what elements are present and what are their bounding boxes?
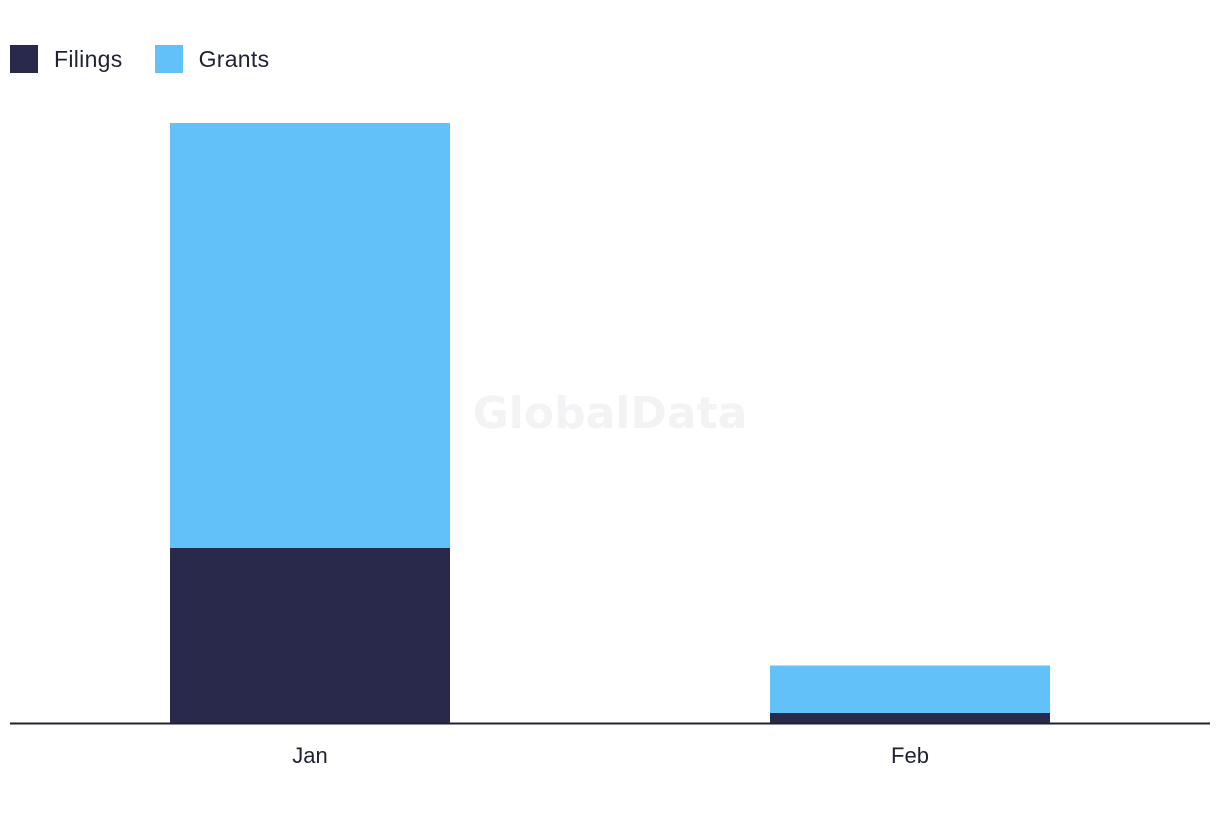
x-tick-labels: Jan Feb: [292, 743, 929, 768]
x-tick-label-feb: Feb: [891, 743, 929, 768]
bar-filings-feb: [770, 713, 1050, 723]
bar-grants-feb: [770, 665, 1050, 713]
legend-label-grants: Grants: [198, 45, 270, 72]
legend-swatch-filings: [10, 45, 38, 73]
bar-filings-jan: [170, 548, 450, 723]
x-tick-label-jan: Jan: [292, 743, 327, 768]
legend-swatch-grants: [154, 45, 183, 73]
bar-grants-jan: [170, 123, 450, 548]
watermark-text: GlobalData: [473, 388, 748, 439]
bars-group: [170, 123, 1050, 723]
legend-label-filings: Filings: [54, 45, 123, 72]
legend-item-filings: Filings: [10, 45, 123, 73]
legend-item-grants: Grants: [154, 45, 270, 73]
legend: Filings Grants: [10, 42, 301, 76]
